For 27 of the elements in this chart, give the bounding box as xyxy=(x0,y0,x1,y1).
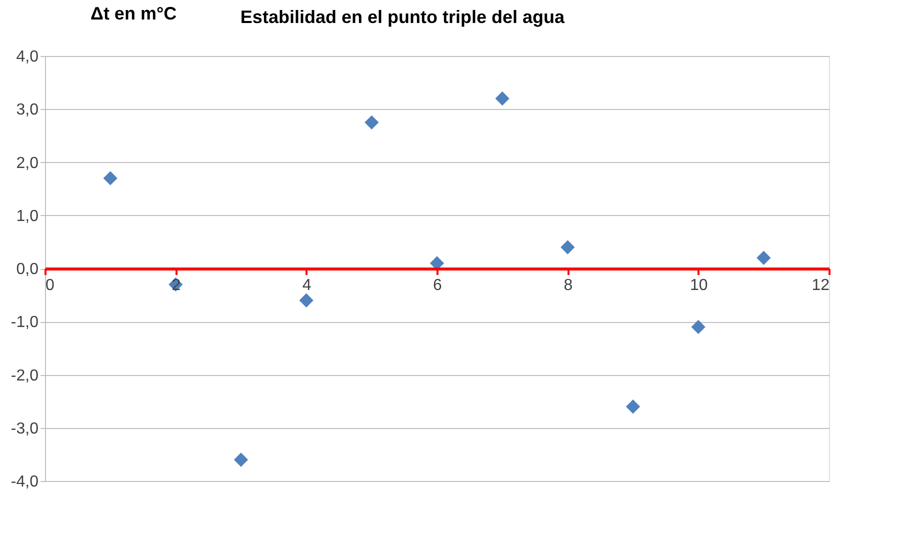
x-tick-label: 2 xyxy=(172,277,181,294)
point xyxy=(103,171,118,186)
point xyxy=(756,250,771,265)
point xyxy=(691,320,706,334)
y-tick-label: 0,0 xyxy=(16,261,39,278)
x-tick-label: 0 xyxy=(46,277,54,294)
y-tick-label: 1,0 xyxy=(16,208,39,225)
chart-title: Estabilidad en el punto triple del agua xyxy=(240,7,566,27)
y-tick-label: -1,0 xyxy=(10,314,39,332)
point xyxy=(299,293,314,308)
y-axis-title: Δt en m°C xyxy=(90,4,177,24)
y-tick-label: -4,0 xyxy=(10,474,39,490)
x-tick-label: 12 xyxy=(812,277,830,294)
point xyxy=(364,115,379,130)
x-tick-label: 8 xyxy=(564,277,573,294)
x-tick-label: 10 xyxy=(690,277,708,294)
y-tick-label: -3,0 xyxy=(10,420,39,438)
y-tick-label: -2,0 xyxy=(10,367,39,384)
y-tick-label: 4,0 xyxy=(16,48,39,66)
x-tick-label: 4 xyxy=(302,277,312,294)
point xyxy=(560,240,575,254)
point xyxy=(495,91,510,106)
y-tick-label: 3,0 xyxy=(16,102,39,119)
x-tick-label: 6 xyxy=(433,277,442,294)
y-tick-label: 2,0 xyxy=(16,154,39,172)
point xyxy=(626,400,640,414)
point xyxy=(234,452,248,467)
